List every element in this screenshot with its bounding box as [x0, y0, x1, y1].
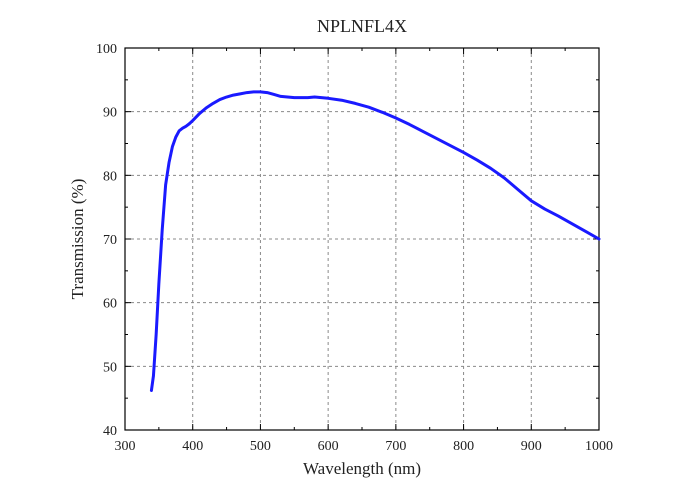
chart-title: NPLNFL4X: [317, 16, 407, 36]
x-tick-label: 700: [385, 439, 406, 454]
x-tick-label: 600: [318, 439, 339, 454]
y-tick-label: 40: [103, 424, 117, 439]
x-tick-label: 900: [521, 439, 542, 454]
x-axis-title: Wavelength (nm): [303, 459, 421, 478]
x-tick-label: 300: [115, 439, 136, 454]
y-tick-label: 80: [103, 169, 117, 184]
y-tick-label: 100: [96, 42, 117, 57]
x-tick-label: 1000: [585, 439, 613, 454]
x-tick-label: 800: [453, 439, 474, 454]
x-tick-labels: 300 400 500 600 700 800 900 1000: [115, 439, 614, 454]
axis-ticks: [124, 47, 600, 431]
grid: [125, 48, 599, 430]
transmission-curve: [149, 90, 601, 393]
y-tick-label: 70: [103, 233, 117, 248]
x-tick-label: 500: [250, 439, 271, 454]
x-tick-label: 400: [182, 439, 203, 454]
y-axis-title: Transmission (%): [68, 179, 87, 300]
y-tick-label: 90: [103, 106, 117, 121]
y-tick-label: 50: [103, 360, 117, 375]
y-tick-label: 60: [103, 297, 117, 312]
y-tick-labels: 40 50 60 70 80 90 100: [96, 42, 117, 439]
